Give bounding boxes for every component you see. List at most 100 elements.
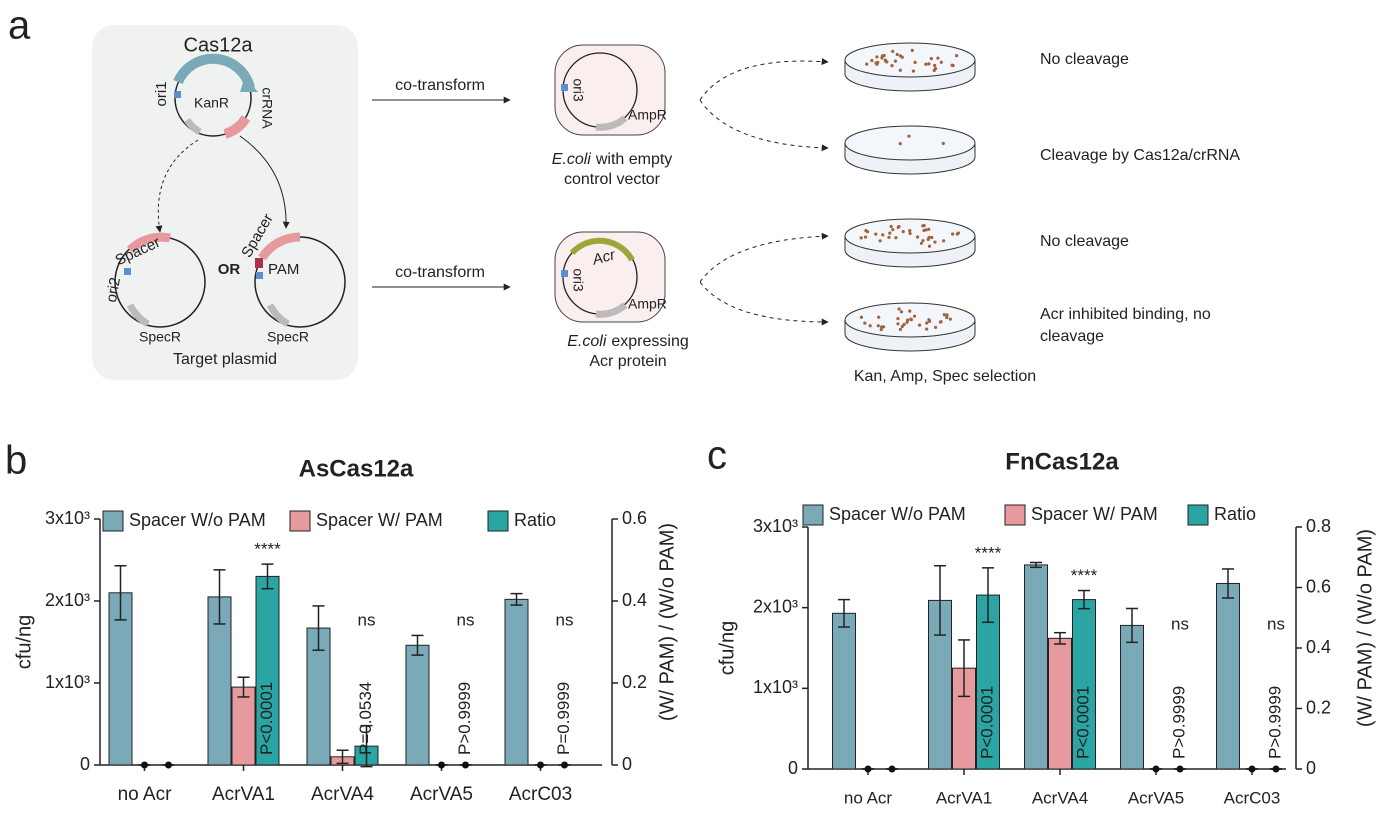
x-tick-label: AcrVA5 bbox=[1128, 788, 1184, 807]
chart-title: AsCas12a bbox=[299, 455, 414, 482]
species: E.coli bbox=[552, 151, 592, 168]
error-bar bbox=[114, 564, 127, 621]
cell bbox=[554, 44, 666, 136]
p-value: P>0.9999 bbox=[455, 682, 474, 755]
significance: ns bbox=[1171, 614, 1189, 633]
colony bbox=[876, 324, 880, 328]
specr-gene bbox=[126, 303, 150, 328]
y-tick-label: 3x10³ bbox=[45, 508, 90, 528]
y-axis-title: cfu/ng bbox=[13, 615, 35, 669]
panel-label: b bbox=[5, 439, 27, 483]
bar bbox=[1216, 582, 1240, 770]
colony bbox=[912, 314, 917, 318]
y-tick-label: 0 bbox=[80, 754, 90, 774]
marker-label: AmpR bbox=[628, 296, 667, 312]
colony bbox=[859, 236, 863, 240]
colony bbox=[902, 322, 906, 327]
p-value: P>0.9999 bbox=[1169, 686, 1188, 759]
y-axis-title: cfu/ng bbox=[716, 621, 738, 675]
x-tick-label: AcrVA1 bbox=[936, 788, 992, 807]
colony bbox=[924, 228, 928, 232]
significance: ns bbox=[1267, 614, 1285, 633]
panel-label: c bbox=[707, 434, 727, 478]
p-value: P<0.0001 bbox=[977, 686, 996, 759]
error-bar bbox=[1126, 607, 1138, 644]
legend-swatch bbox=[102, 510, 124, 532]
error-bar bbox=[312, 605, 325, 651]
zero-marker bbox=[537, 761, 544, 769]
or-label: OR bbox=[218, 261, 241, 278]
colony bbox=[868, 324, 872, 328]
colony bbox=[915, 235, 920, 239]
colony bbox=[887, 235, 891, 239]
legend-swatch bbox=[802, 504, 824, 526]
chart-title: FnCas12a bbox=[1005, 448, 1119, 475]
marker-label: KanR bbox=[194, 95, 229, 111]
zero-marker bbox=[1152, 765, 1160, 773]
colony bbox=[893, 59, 898, 63]
legend-swatch bbox=[289, 510, 311, 532]
zero-marker bbox=[1272, 765, 1280, 773]
legend-label: Spacer W/o PAM bbox=[129, 510, 266, 530]
selection-label: Kan, Amp, Spec selection bbox=[854, 368, 1036, 385]
colony bbox=[921, 224, 925, 228]
error-bar bbox=[213, 569, 226, 625]
spacer bbox=[126, 232, 171, 254]
error-bar bbox=[958, 639, 970, 698]
zero-marker bbox=[864, 765, 872, 773]
significance: **** bbox=[254, 540, 281, 559]
insert-label: Acr bbox=[590, 246, 618, 269]
colony bbox=[929, 56, 933, 61]
colony bbox=[898, 327, 903, 332]
panel-label: a bbox=[8, 4, 31, 48]
y2-tick-label: 0.6 bbox=[622, 508, 647, 528]
colony bbox=[895, 52, 899, 57]
zero-marker bbox=[462, 761, 469, 769]
colony bbox=[919, 241, 924, 245]
colony bbox=[927, 318, 931, 322]
zero-marker bbox=[1248, 765, 1256, 773]
colony bbox=[926, 237, 930, 242]
colony bbox=[924, 62, 928, 66]
error-bar bbox=[982, 567, 994, 624]
significance: **** bbox=[1071, 566, 1098, 585]
colony bbox=[933, 240, 937, 244]
zero-marker bbox=[438, 761, 445, 769]
colony bbox=[875, 55, 879, 59]
outcome: Acr inhibited binding, no bbox=[1040, 306, 1211, 323]
colony bbox=[894, 236, 898, 240]
y2-tick-label: 0 bbox=[622, 754, 632, 774]
cell-caption: E.coli with empty bbox=[552, 151, 673, 168]
outcome: No cleavage bbox=[1040, 51, 1129, 68]
marker-label: AmpR bbox=[628, 107, 667, 123]
y-tick-label: 0 bbox=[788, 758, 798, 778]
colony bbox=[876, 60, 880, 65]
origin bbox=[256, 272, 263, 279]
colony bbox=[897, 224, 901, 229]
colony bbox=[878, 239, 882, 243]
plate bbox=[844, 218, 976, 254]
legend-label: Spacer W/o PAM bbox=[829, 504, 966, 524]
legend-swatch bbox=[1004, 504, 1026, 526]
colony bbox=[909, 317, 913, 321]
marker-label: SpecR bbox=[267, 329, 309, 345]
colony bbox=[891, 49, 895, 53]
error-bar bbox=[838, 598, 850, 628]
legend-label: Spacer W/ PAM bbox=[1031, 504, 1158, 524]
outcome: Cleavage by Cas12a/crRNA bbox=[1040, 147, 1240, 164]
origin-label: ori2 bbox=[103, 276, 124, 304]
bar bbox=[1120, 624, 1144, 770]
x-tick-label: AcrC03 bbox=[509, 784, 572, 805]
colony bbox=[910, 48, 914, 53]
colony bbox=[865, 62, 869, 66]
y2-tick-label: 0.6 bbox=[1306, 576, 1331, 596]
p-value: P=0.0534 bbox=[356, 682, 375, 755]
colony bbox=[930, 235, 934, 240]
colony bbox=[925, 327, 929, 331]
colony bbox=[933, 67, 938, 71]
marker-label: SpecR bbox=[139, 329, 181, 345]
colony bbox=[898, 54, 903, 58]
colony bbox=[879, 328, 883, 332]
origin-label: ori1 bbox=[153, 81, 170, 106]
